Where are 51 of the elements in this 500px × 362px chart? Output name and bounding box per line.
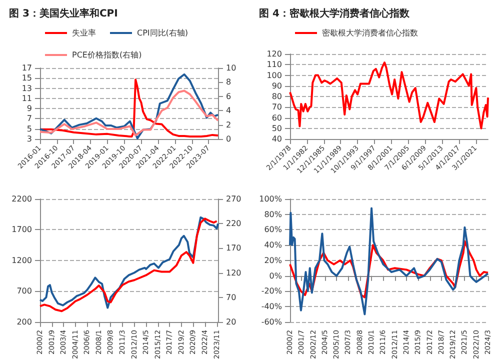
y-tick-label: 20% (264, 256, 282, 265)
y2-tick-label: 220 (226, 219, 242, 228)
legend-label: PCE价格指数(右轴) (72, 50, 142, 60)
y-tick-label: 17 (22, 64, 32, 72)
y-tick-label: 70 (272, 102, 282, 112)
y-tick-label: 90 (272, 81, 282, 90)
y2-tick-label: 0 (226, 134, 232, 144)
y-tick-label: 5 (26, 124, 32, 134)
y2-tick-label: 120 (226, 268, 242, 278)
line-series (39, 90, 219, 136)
y2-tick-label: 6 (226, 92, 232, 101)
y-tick-label: 60% (264, 225, 282, 234)
y-tick-label: 200 (16, 317, 32, 326)
y-tick-label: 11 (22, 94, 32, 103)
y2-tick-label: 4 (226, 106, 232, 116)
y-tick-label: -40% (261, 302, 282, 312)
y2-tick-label: 170 (226, 244, 242, 253)
y-tick-label: -60% (261, 317, 282, 326)
y-tick-label: -20% (261, 286, 282, 296)
y-tick-label: 3 (26, 134, 32, 144)
legend-label: 失业率 (72, 28, 96, 38)
y-tick-label: 13 (22, 84, 32, 93)
y-tick-label: 120 (266, 50, 282, 58)
y-tick-label: 40% (264, 240, 282, 250)
y-tick-label: 0% (269, 271, 282, 280)
y-tick-label: 1700 (12, 225, 32, 234)
y2-tick-label: 70 (226, 292, 236, 302)
chart-title: 图 4：密歇根大学消费者信心指数 (259, 8, 410, 20)
y2-tick-label: 20 (226, 317, 236, 326)
y-tick-label: 100% (259, 194, 282, 204)
chart-title: 图 3：美国失业率和CPI (9, 8, 118, 20)
y2-tick-label: 2 (226, 120, 232, 130)
y-tick-label: 80 (272, 92, 282, 101)
y-tick-label: 40 (272, 134, 282, 144)
y-tick-label: 9 (26, 104, 32, 114)
y-tick-label: 700 (16, 286, 32, 296)
legend-label: 密歇根大学消费者信心指数 (322, 28, 418, 38)
y-tick-label: 7 (26, 114, 32, 124)
y-tick-label: 110 (266, 60, 282, 70)
legend-label: CPI同比(右轴) (137, 28, 188, 38)
y-tick-label: 2200 (12, 194, 32, 204)
y-tick-label: 80% (264, 210, 282, 219)
line-series (289, 62, 489, 130)
y2-tick-label: 8 (226, 78, 232, 87)
y2-tick-label: 10 (226, 64, 236, 72)
y2-tick-label: 270 (226, 194, 242, 204)
y-tick-label: 100 (266, 70, 282, 80)
y-tick-label: 15 (22, 74, 32, 83)
y-tick-label: 60 (272, 113, 282, 122)
y-tick-label: 50 (272, 124, 282, 133)
y-tick-label: 1200 (12, 256, 32, 265)
